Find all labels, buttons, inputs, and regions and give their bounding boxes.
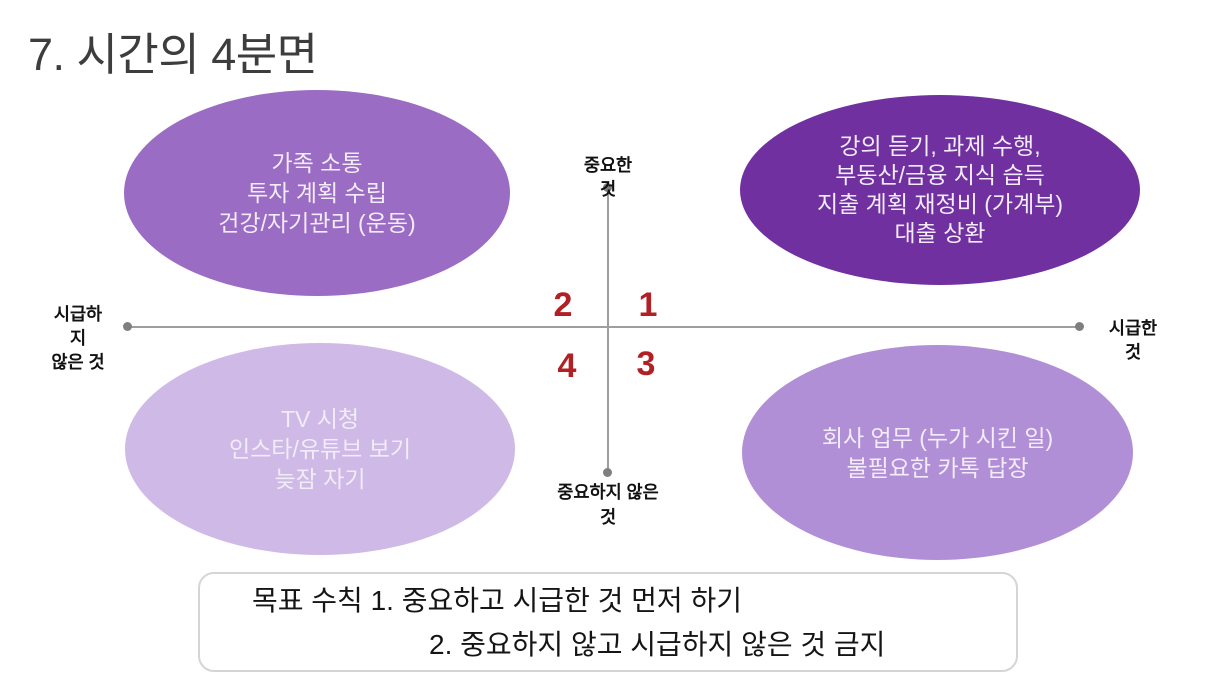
quadrant-ellipse-q1: 강의 듣기, 과제 수행, 부동산/금융 지식 습득 지출 계획 재정비 (가계… (740, 95, 1140, 285)
quadrant-ellipse-q4: TV 시청 인스타/유튜브 보기 늦잠 자기 (125, 343, 515, 555)
quadrant-q2-text: 가족 소통 투자 계획 수립 건강/자기관리 (운동) (218, 150, 416, 236)
axis-endpoint-dot-top (603, 183, 612, 192)
horizontal-axis-line (128, 326, 1080, 328)
axis-label-urgent: 시급한 것 (1108, 318, 1158, 362)
rules-box: 목표 수칙 1. 중요하고 시급한 것 먼저 하기 2. 중요하지 않고 시급하… (198, 572, 1018, 672)
axis-endpoint-dot-bottom (603, 468, 612, 477)
quadrant-number-1: 1 (638, 286, 658, 324)
rules-line-2: 2. 중요하지 않고 시급하지 않은 것 금지 (429, 629, 886, 660)
rules-line-1: 목표 수칙 1. 중요하고 시급한 것 먼저 하기 (252, 585, 742, 616)
axis-endpoint-dot-left (123, 322, 132, 331)
axis-label-not-important: 중요하지 않은 것 (557, 482, 659, 527)
quadrant-number-2: 2 (553, 286, 573, 324)
axis-endpoint-dot-right (1075, 322, 1084, 331)
quadrant-ellipse-q2: 가족 소통 투자 계획 수립 건강/자기관리 (운동) (124, 90, 510, 296)
axis-label-important: 중요한 것 (583, 155, 633, 199)
page-title: 7. 시간의 4분면 (28, 29, 318, 80)
quadrant-number-3: 3 (636, 345, 656, 383)
quadrant-q4-text: TV 시청 인스타/유튜브 보기 늦잠 자기 (228, 406, 412, 492)
quadrant-ellipse-q3: 회사 업무 (누가 시킨 일) 불필요한 카톡 답장 (742, 345, 1133, 560)
axis-label-not-urgent: 시급하 지 않은 것 (51, 304, 105, 372)
quadrant-number-4: 4 (557, 347, 577, 385)
vertical-axis-line (607, 187, 609, 473)
quadrant-q3-text: 회사 업무 (누가 시킨 일) 불필요한 카톡 답장 (821, 424, 1054, 481)
quadrant-q1-text: 강의 듣기, 과제 수행, 부동산/금융 지식 습득 지출 계획 재정비 (가계… (816, 133, 1064, 246)
